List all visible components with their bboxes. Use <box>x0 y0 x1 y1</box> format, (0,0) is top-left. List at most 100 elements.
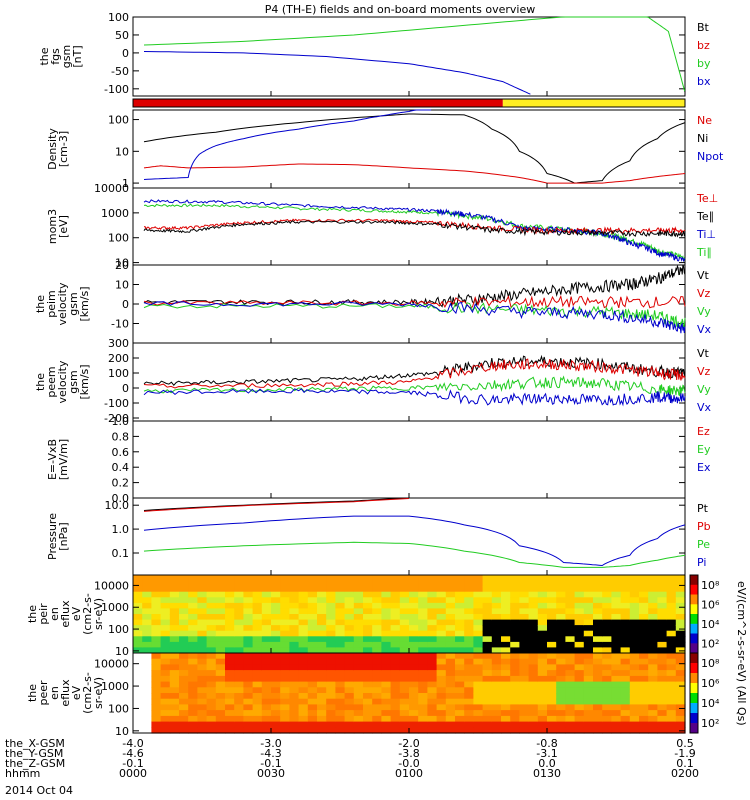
y-tick-label: 10000 <box>94 182 129 195</box>
series-Vz-line <box>143 294 686 309</box>
heatmap-cell <box>243 608 254 615</box>
heatmap-cell <box>215 687 226 694</box>
heatmap-cell <box>593 647 603 654</box>
heatmap-cell <box>271 608 281 615</box>
heatmap-cell <box>252 715 263 723</box>
heatmap-cell <box>445 704 456 711</box>
heatmap-cell <box>547 698 557 705</box>
heatmap-cell <box>160 727 171 734</box>
heatmap-cell <box>188 727 198 734</box>
heatmap-cell <box>418 575 428 582</box>
heatmap-cell <box>261 658 272 665</box>
heatmap-cell <box>160 658 171 665</box>
heatmap-cell <box>133 602 143 610</box>
heatmap-cell <box>252 580 263 587</box>
heatmap-cell <box>537 630 548 637</box>
heatmap-cell <box>611 658 622 665</box>
heatmap-cell <box>501 664 511 671</box>
heatmap-cell <box>390 586 401 593</box>
heatmap-cell <box>574 608 585 615</box>
heatmap-cell <box>344 608 355 615</box>
heatmap-cell <box>611 597 622 604</box>
heatmap-cell <box>225 664 235 671</box>
heatmap-cell <box>188 721 198 728</box>
heatmap-cell <box>427 715 438 723</box>
heatmap-cell <box>436 721 447 728</box>
colorbar-segment <box>690 594 698 605</box>
heatmap-cell <box>335 647 346 654</box>
heatmap-cell <box>225 715 235 723</box>
heatmap-cell <box>243 580 254 587</box>
heatmap-cell <box>648 602 658 610</box>
heatmap-cell <box>179 591 189 598</box>
heatmap-cell <box>353 687 364 694</box>
heatmap-cell <box>491 721 502 728</box>
heatmap-cell <box>151 586 162 593</box>
heatmap-cell <box>436 575 447 582</box>
heatmap-cell <box>151 608 162 615</box>
heatmap-cell <box>602 675 612 683</box>
heatmap-cell <box>188 670 198 677</box>
heatmap-cell <box>298 698 309 705</box>
heatmap-cell <box>629 641 640 649</box>
heatmap-cell <box>427 664 438 671</box>
heatmap-cell <box>657 727 668 734</box>
heatmap-cell <box>399 608 410 615</box>
heatmap-cell <box>602 681 612 688</box>
heatmap-cell <box>583 687 594 694</box>
heatmap-cell <box>133 664 143 671</box>
heatmap-cell <box>133 658 143 665</box>
heatmap-cell <box>363 608 373 615</box>
heatmap-cell <box>234 710 244 717</box>
heatmap-cell <box>133 681 143 688</box>
heatmap-cell <box>215 681 226 688</box>
x-tick-label: 0200 <box>671 767 699 780</box>
heatmap-cell <box>353 575 364 582</box>
heatmap-cell <box>611 653 622 660</box>
y-tick-label: 0.2 <box>112 477 130 490</box>
heatmap-cell <box>464 698 474 705</box>
heatmap-cell <box>666 641 677 649</box>
heatmap-cell <box>142 715 152 723</box>
heatmap-cell <box>455 597 465 604</box>
heatmap-cell <box>464 602 474 610</box>
heatmap-cell <box>289 721 300 728</box>
heatmap-cell <box>427 591 438 598</box>
heatmap-cell <box>169 704 180 711</box>
heatmap-cell <box>657 636 668 643</box>
heatmap-cell <box>583 670 594 677</box>
heatmap-cell <box>547 710 557 717</box>
heatmap-cell <box>243 591 254 598</box>
heatmap-cell <box>206 608 217 615</box>
heatmap-cell <box>399 715 410 723</box>
heatmap-cell <box>556 710 566 717</box>
heatmap-cell <box>243 687 254 694</box>
heatmap-cell <box>317 636 327 643</box>
heatmap-cell <box>169 636 180 643</box>
heatmap-cell <box>271 698 281 705</box>
heatmap-cell <box>574 602 585 610</box>
heatmap-cell <box>602 721 612 728</box>
heatmap-cell <box>482 641 493 649</box>
heatmap-cell <box>372 575 382 582</box>
heatmap-cell <box>215 704 226 711</box>
heatmap-cell <box>491 693 502 700</box>
heatmap-cell <box>565 575 576 582</box>
heatmap-cell <box>399 575 410 582</box>
heatmap-cell <box>353 647 364 654</box>
heatmap-cell <box>271 675 281 683</box>
heatmap-cell <box>160 602 171 610</box>
heatmap-cell <box>326 575 336 582</box>
heatmap-cell <box>179 614 189 621</box>
heatmap-cell <box>353 664 364 671</box>
heatmap-cell <box>491 658 502 665</box>
heatmap-cell <box>455 591 465 598</box>
heatmap-cell <box>381 670 392 677</box>
heatmap-cell <box>565 670 576 677</box>
heatmap-cell <box>353 653 364 660</box>
heatmap-cell <box>528 575 539 582</box>
heatmap-cell <box>169 698 180 705</box>
heatmap-cell <box>188 681 198 688</box>
heatmap-cell <box>326 602 336 610</box>
heatmap-cell <box>501 580 511 587</box>
